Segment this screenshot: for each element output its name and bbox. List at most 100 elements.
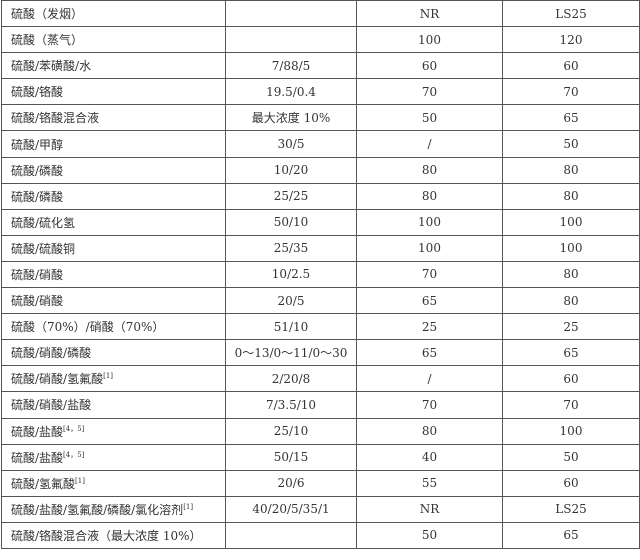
ratio-cell: 30/5 xyxy=(225,130,357,158)
medium-cell-text: 硫酸/硫化氢 xyxy=(11,215,76,230)
ratio-cell: 25/25 xyxy=(225,182,357,210)
ls25-cell-text: 65 xyxy=(563,110,579,125)
ls25-cell-text: LS25 xyxy=(555,502,587,517)
ratio-cell: 2/20/8 xyxy=(225,365,357,393)
medium-cell-text: 硫酸/磷酸 xyxy=(11,163,64,178)
table-row: 硫酸/硫酸铜 25/35 100 100 xyxy=(1,234,640,262)
table-row: 硫酸/苯磺酸/水 7/88/5 60 60 xyxy=(1,52,640,80)
nr-cell: 70 xyxy=(356,391,503,419)
table-row: 硫酸/铬酸 19.5/0.4 70 70 xyxy=(1,78,640,106)
medium-cell-text: 硫酸/盐酸/氢氟酸/磷酸/氯化溶剂 xyxy=(11,502,184,517)
nr-cell: 65 xyxy=(356,339,503,367)
medium-cell: 硫酸/盐酸[4，5] xyxy=(1,443,226,471)
ls25-cell: 80 xyxy=(502,182,640,210)
medium-cell-text: 硫酸/甲醇 xyxy=(11,137,64,152)
ls25-cell: 80 xyxy=(502,287,640,315)
medium-cell-text: 硫酸/铬酸混合液 xyxy=(11,111,100,126)
reference-superscript: [1] xyxy=(103,372,114,381)
table-row: 硫酸/硝酸/氢氟酸[1] 2/20/8 / 60 xyxy=(1,365,640,393)
ratio-cell-text: 7/3.5/10 xyxy=(265,397,317,412)
ls25-cell: 70 xyxy=(502,391,640,419)
table-row: 硫酸（70%）/硝酸（70%） 51/10 25 25 xyxy=(1,313,640,341)
nr-cell-text: 60 xyxy=(421,58,438,73)
ratio-cell-text: 50/15 xyxy=(273,450,309,465)
medium-cell-text: 硫酸（70%）/硝酸（70%） xyxy=(11,320,165,335)
table-row: 硫酸/盐酸[4，5] 25/10 80 100 xyxy=(1,417,640,445)
nr-cell: 25 xyxy=(356,313,503,341)
ls25-cell-text: 25 xyxy=(563,319,579,334)
table-row: 硫酸/氢氟酸[1] 20/6 55 60 xyxy=(1,469,640,497)
medium-cell-text: 硫酸/硝酸 xyxy=(11,294,64,309)
nr-cell-text: 70 xyxy=(421,397,438,412)
ls25-cell: 100 xyxy=(502,234,640,262)
ls25-cell: 65 xyxy=(502,104,640,132)
ratio-cell-text: 50/10 xyxy=(273,215,309,230)
nr-cell-text: / xyxy=(427,371,432,386)
nr-cell: 60 xyxy=(356,52,503,80)
medium-cell: 硫酸/磷酸 xyxy=(1,156,226,184)
medium-cell: 硫酸/苯磺酸/水 xyxy=(1,52,226,80)
nr-cell: / xyxy=(356,130,503,158)
ls25-cell-text: 80 xyxy=(563,189,579,204)
ratio-cell-text: 25/10 xyxy=(273,424,309,439)
medium-cell: 硫酸/硝酸 xyxy=(1,287,226,315)
medium-cell-text: 硫酸/硝酸/盐酸 xyxy=(11,398,92,413)
medium-cell: 硫酸/硫酸铜 xyxy=(1,234,226,262)
ls25-cell: 100 xyxy=(502,208,640,236)
ratio-cell: 20/5 xyxy=(225,287,357,315)
ls25-cell: LS25 xyxy=(502,0,640,28)
ratio-cell xyxy=(225,521,357,549)
ls25-cell: 80 xyxy=(502,260,640,289)
ls25-cell: 50 xyxy=(502,130,640,158)
medium-cell-text: 硫酸/磷酸 xyxy=(11,189,64,204)
medium-cell-text: 硫酸/铬酸 xyxy=(11,85,64,100)
nr-cell: 55 xyxy=(356,469,503,497)
ratio-cell-text: 2/20/8 xyxy=(271,371,311,386)
reference-superscript: [1] xyxy=(183,502,194,511)
medium-cell: 硫酸/盐酸[4，5] xyxy=(1,417,226,445)
table-row: 硫酸/磷酸 25/25 80 80 xyxy=(1,182,640,210)
ratio-cell-text: 10/2.5 xyxy=(271,267,311,282)
ratio-cell-text: 10/20 xyxy=(273,163,309,178)
ls25-cell: LS25 xyxy=(502,495,640,523)
ls25-cell-text: 100 xyxy=(559,215,583,230)
medium-cell: 硫酸/甲醇 xyxy=(1,130,226,158)
nr-cell-text: NR xyxy=(419,502,440,517)
nr-cell-text: 80 xyxy=(421,163,438,178)
ls25-cell-text: 60 xyxy=(563,58,579,73)
medium-cell: 硫酸/铬酸 xyxy=(1,78,226,106)
reference-superscript: [1] xyxy=(75,476,85,485)
medium-cell-text: 硫酸/苯磺酸/水 xyxy=(11,59,92,74)
ratio-cell-text: 25/25 xyxy=(273,189,309,204)
ls25-cell-text: 70 xyxy=(563,84,579,99)
reference-superscript: [4，5] xyxy=(63,450,85,459)
ls25-cell: 120 xyxy=(502,26,640,54)
ls25-cell: 60 xyxy=(502,469,640,497)
medium-cell-text: 硫酸/硝酸/磷酸 xyxy=(11,346,92,361)
ls25-cell: 60 xyxy=(502,365,640,393)
ls25-cell: 100 xyxy=(502,417,640,445)
ratio-cell: 50/10 xyxy=(225,208,357,236)
medium-cell: 硫酸/铬酸混合液（最大浓度 10%） xyxy=(1,521,226,549)
ls25-cell: 80 xyxy=(502,156,640,184)
table-row: 硫酸（蒸气） 100 120 xyxy=(1,26,640,54)
table-row: 硫酸/硫化氢 50/10 100 100 xyxy=(1,208,640,236)
nr-cell: 80 xyxy=(356,182,503,210)
nr-cell-text: 65 xyxy=(421,345,438,360)
table-row: 硫酸/盐酸/氢氟酸/磷酸/氯化溶剂[1] 40/20/5/35/1 NR LS25 xyxy=(1,495,640,523)
ratio-cell: 51/10 xyxy=(225,313,357,341)
ratio-cell: 19.5/0.4 xyxy=(225,78,357,106)
table-row: 硫酸/硝酸/磷酸 0～13/0～11/0～30 65 65 xyxy=(1,339,640,367)
ratio-cell: 7/3.5/10 xyxy=(225,391,357,419)
ratio-cell-text: 25/35 xyxy=(273,241,309,256)
medium-cell: 硫酸/硝酸/磷酸 xyxy=(1,339,226,367)
nr-cell: 70 xyxy=(356,260,503,289)
ls25-cell-text: 60 xyxy=(563,476,579,491)
ratio-cell-text: 51/10 xyxy=(273,319,309,334)
ratio-cell-text: 7/88/5 xyxy=(271,58,311,73)
ratio-cell: 50/15 xyxy=(225,443,357,471)
ratio-cell-text: 30/5 xyxy=(277,137,305,152)
nr-cell-text: 50 xyxy=(421,528,438,543)
ls25-cell-text: 100 xyxy=(559,424,583,439)
ratio-cell: 0～13/0～11/0～30 xyxy=(225,339,357,367)
